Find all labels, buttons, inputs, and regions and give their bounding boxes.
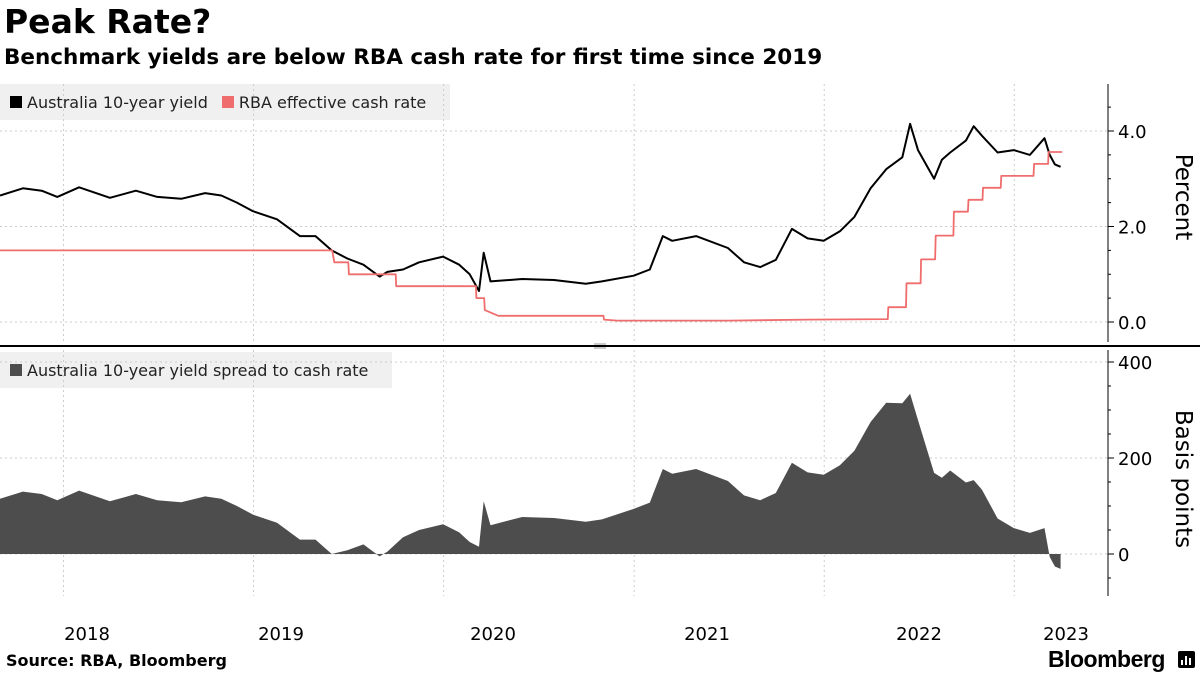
chart-title: Peak Rate? — [4, 2, 212, 41]
x-tick-label-2020: 2020 — [470, 624, 516, 645]
x-tick-label-2018: 2018 — [64, 624, 110, 645]
legend-item-cash-rate: RBA effective cash rate — [221, 92, 427, 112]
y-tick-label: 0 — [1118, 545, 1129, 566]
legend-swatch-spread — [10, 364, 22, 376]
legend-label-spread: Australia 10-year yield spread to cash r… — [27, 360, 369, 380]
y-tick-label: 2.0 — [1118, 218, 1147, 239]
legend-swatch-yield — [10, 96, 22, 108]
y-tick-label: 200 — [1118, 449, 1152, 470]
y-tick-label: 400 — [1118, 353, 1152, 374]
x-tick-label-2021: 2021 — [684, 624, 730, 645]
chart-subtitle: Benchmark yields are below RBA cash rate… — [4, 45, 823, 70]
legend-swatch-cash-rate — [221, 96, 234, 108]
bloomberg-chart-icon — [1178, 651, 1195, 668]
series-area-spread — [0, 393, 1061, 569]
legend-item-spread: Australia 10-year yield spread to cash r… — [10, 361, 368, 380]
bottom-panel-legend: Australia 10-year yield spread to cash r… — [0, 352, 393, 388]
legend-label-cash-rate: RBA effective cash rate — [238, 92, 427, 112]
y-axis-title: Basis points — [1170, 410, 1196, 548]
top-panel-legend: Australia 10-year yield RBA effective ca… — [0, 84, 451, 120]
y-tick-label: 4.0 — [1118, 122, 1147, 143]
series-line-yield — [0, 122, 1061, 292]
source-note: Source: RBA, Bloomberg — [6, 651, 227, 670]
x-tick-label-2023: 2023 — [1043, 624, 1089, 645]
y-tick-label: 0.0 — [1118, 313, 1147, 334]
x-tick-label-2019: 2019 — [258, 624, 304, 645]
legend-label-yield: Australia 10-year yield — [27, 92, 208, 112]
x-tick-label-2022: 2022 — [896, 624, 942, 645]
y-axis-title: Percent — [1170, 154, 1196, 241]
legend-item-yield: Australia 10-year yield — [10, 93, 208, 112]
bloomberg-logo: Bloomberg — [1048, 646, 1165, 672]
series-line-cash-rate — [0, 151, 1063, 322]
